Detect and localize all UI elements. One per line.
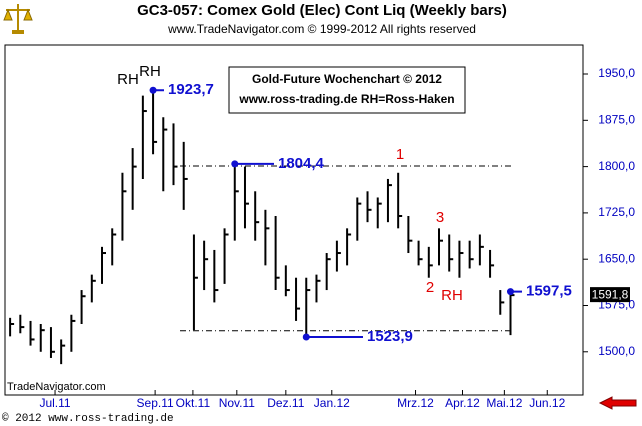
info-line: Gold-Future Wochenchart © 2012 xyxy=(252,72,442,86)
y-tick-label: 1875,0 xyxy=(598,112,635,126)
y-tick-label: 1725,0 xyxy=(598,205,635,219)
x-tick-label: Apr.12 xyxy=(445,396,480,410)
x-tick-label: Jan.12 xyxy=(314,396,350,410)
footer: © 2012 www.ross-trading.de xyxy=(2,413,174,425)
x-tick-label: Mrz.12 xyxy=(397,396,434,410)
info-line: www.ross-trading.de RH=Ross-Haken xyxy=(238,92,454,106)
x-tick-label: Mai.12 xyxy=(486,396,522,410)
annotation: 3 xyxy=(436,209,444,226)
logo xyxy=(3,4,33,34)
y-tick-label: 1650,0 xyxy=(598,251,635,265)
chart-title: GC3-057: Comex Gold (Elec) Cont Liq (Wee… xyxy=(137,2,507,19)
annotation: RH xyxy=(441,287,463,304)
x-tick-label: Sep.11 xyxy=(137,396,174,410)
last-price-box xyxy=(590,287,630,303)
callout-dot xyxy=(302,333,310,341)
x-tick-label: Okt.11 xyxy=(176,396,211,410)
y-tick-label: 1500,0 xyxy=(598,344,635,358)
last-price-label: 1591,8 xyxy=(592,287,629,301)
x-tick-label: Jul.11 xyxy=(39,396,70,410)
y-tick-label: 1950,0 xyxy=(598,66,635,80)
watermark: TradeNavigator.com xyxy=(7,381,106,393)
callout-label: 1523,9 xyxy=(367,328,413,345)
annotation: RH xyxy=(139,63,161,80)
callout-dot xyxy=(149,86,157,94)
info-box xyxy=(228,66,466,114)
callout-dot xyxy=(231,160,239,168)
callout-label: 1597,5 xyxy=(526,283,572,300)
scroll-arrow[interactable] xyxy=(598,396,637,410)
callout-dot xyxy=(506,288,514,296)
x-tick-label: Nov.11 xyxy=(219,396,256,410)
annotation: RH xyxy=(117,71,139,88)
callout-label: 1923,7 xyxy=(168,81,214,98)
callout-label: 1804,4 xyxy=(278,155,325,172)
y-tick-label: 1800,0 xyxy=(598,159,635,173)
chart-subtitle: www.TradeNavigator.com © 1999-2012 All r… xyxy=(167,22,476,36)
annotation: 1 xyxy=(396,146,404,163)
annotation: 2 xyxy=(426,279,434,296)
x-tick-label: Jun.12 xyxy=(529,396,565,410)
x-tick-label: Dez.11 xyxy=(267,396,304,410)
